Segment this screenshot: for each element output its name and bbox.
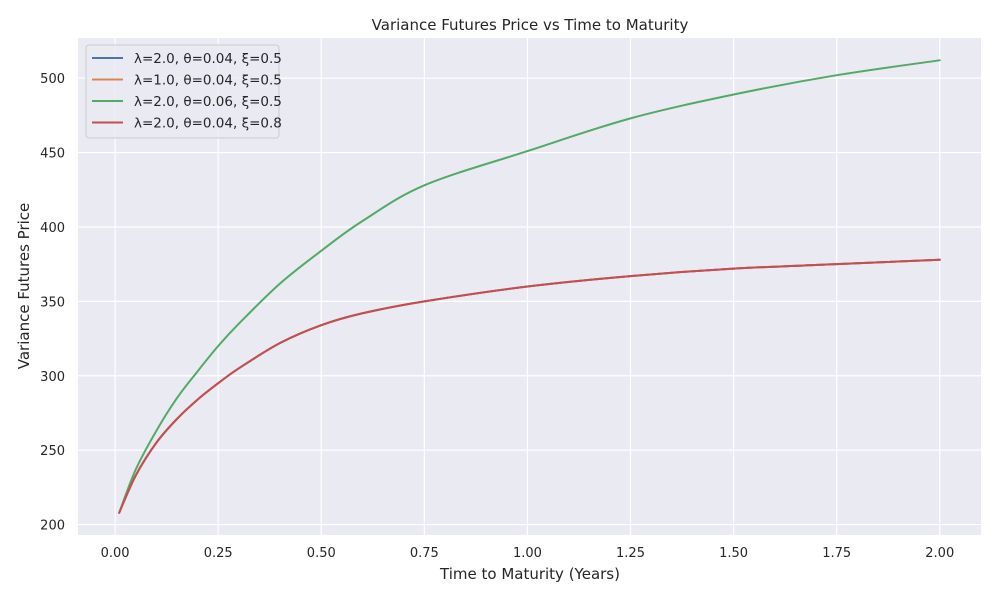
series-line-3 bbox=[118, 59, 941, 514]
x-tick-label: 1.25 bbox=[616, 546, 645, 561]
y-tick-label: 300 bbox=[40, 370, 65, 385]
x-tick-label: 1.75 bbox=[822, 546, 851, 561]
y-tick-label: 500 bbox=[40, 72, 65, 87]
legend-label-3: λ=2.0, θ=0.06, ξ=0.5 bbox=[134, 94, 282, 110]
y-tick-label: 450 bbox=[40, 147, 65, 162]
legend-label-4: λ=2.0, θ=0.04, ξ=0.8 bbox=[134, 116, 282, 132]
legend: λ=2.0, θ=0.04, ξ=0.5 λ=1.0, θ=0.04, ξ=0.5… bbox=[85, 44, 282, 139]
x-tick-label: 0.75 bbox=[410, 546, 439, 561]
y-tick-label: 200 bbox=[40, 519, 65, 534]
y-tick-label: 350 bbox=[40, 295, 65, 310]
series-lines bbox=[118, 59, 941, 514]
chart-title: Variance Futures Price vs Time to Maturi… bbox=[372, 16, 689, 34]
y-tick-label: 400 bbox=[40, 221, 65, 236]
x-tick-label: 1.00 bbox=[513, 546, 542, 561]
x-tick-label: 0.50 bbox=[307, 546, 336, 561]
y-tick-label: 250 bbox=[40, 444, 65, 459]
x-tick-labels: 0.00 0.25 0.50 0.75 1.00 1.25 1.50 1.75 2.00 bbox=[101, 546, 955, 561]
x-tick-label: 0.25 bbox=[204, 546, 233, 561]
legend-label-1: λ=2.0, θ=0.04, ξ=0.5 bbox=[134, 51, 282, 67]
series-line-4 bbox=[118, 258, 941, 514]
x-tick-label: 2.00 bbox=[925, 546, 954, 561]
x-tick-label: 1.50 bbox=[719, 546, 748, 561]
x-tick-label: 0.00 bbox=[101, 546, 130, 561]
legend-box bbox=[85, 44, 280, 139]
y-axis-label: Variance Futures Price bbox=[15, 203, 33, 370]
y-tick-labels: 200 250 300 350 400 450 500 bbox=[40, 72, 65, 533]
x-axis-label: Time to Maturity (Years) bbox=[439, 565, 620, 583]
legend-label-2: λ=1.0, θ=0.04, ξ=0.5 bbox=[134, 73, 282, 89]
